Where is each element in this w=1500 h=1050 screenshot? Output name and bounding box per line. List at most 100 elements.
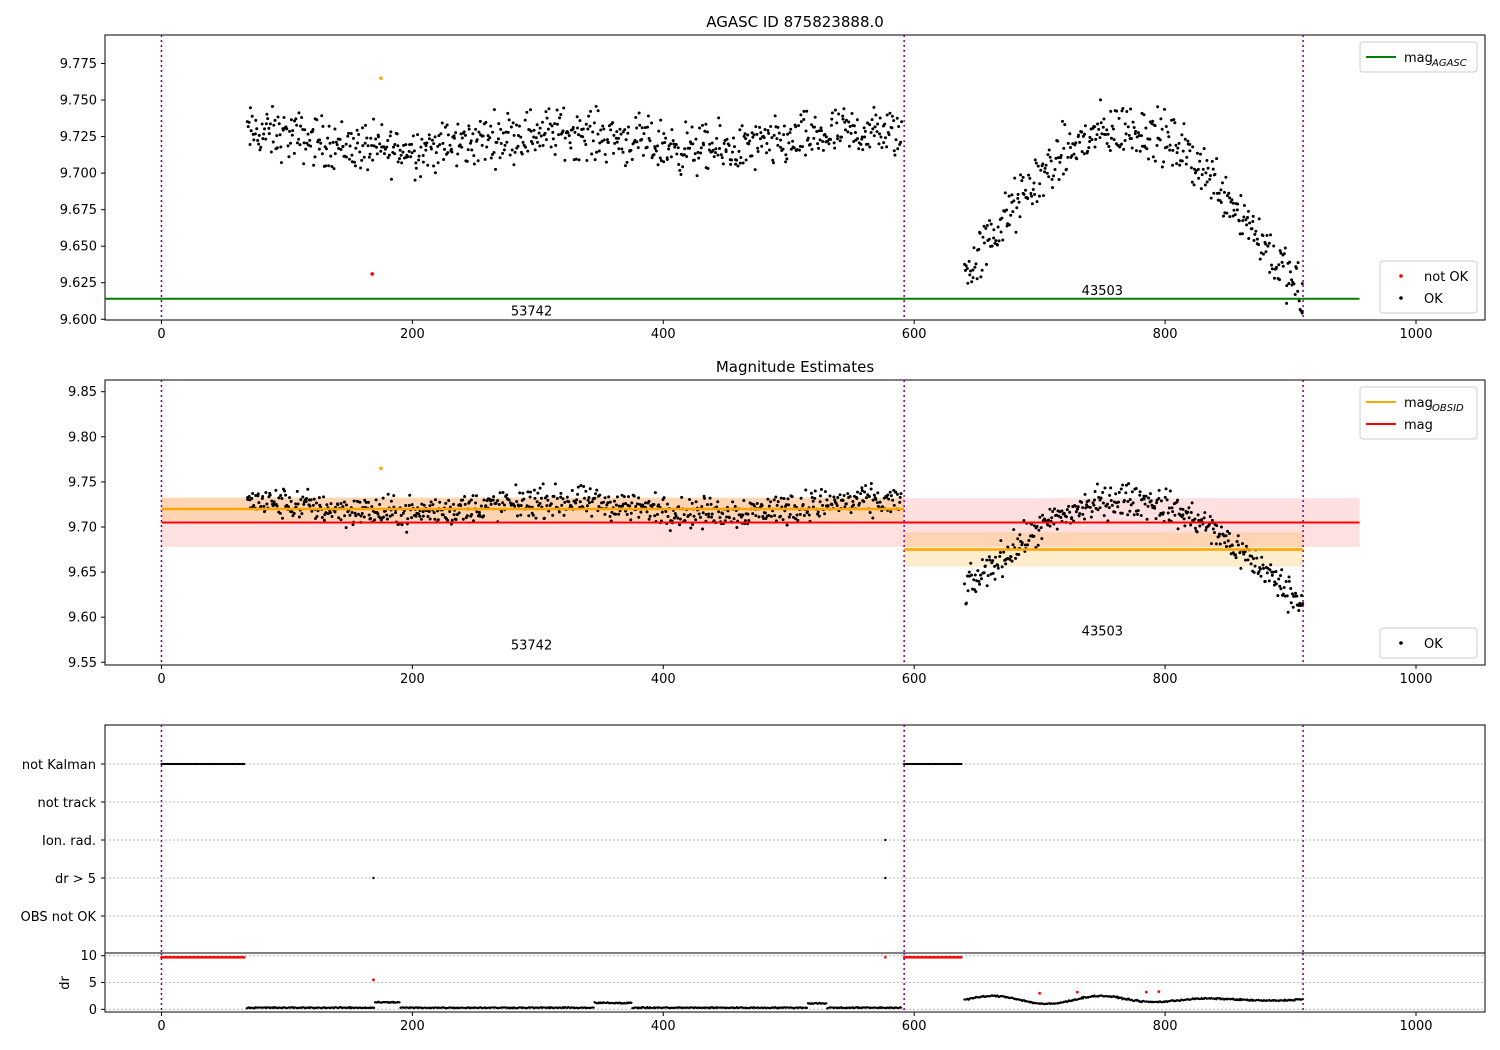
ok-point bbox=[717, 116, 721, 120]
ok-point bbox=[304, 500, 308, 504]
ok-point bbox=[1040, 537, 1044, 541]
ok-point bbox=[788, 131, 792, 135]
ok-point bbox=[265, 112, 269, 116]
ok-point bbox=[747, 142, 751, 146]
ok-point bbox=[324, 147, 328, 151]
ok-point bbox=[984, 262, 988, 266]
ok-point bbox=[830, 111, 834, 115]
ok-point bbox=[1238, 232, 1242, 236]
ok-point bbox=[1101, 501, 1105, 505]
ok-point bbox=[772, 498, 776, 502]
ok-point bbox=[365, 136, 369, 140]
ok-point bbox=[871, 516, 875, 520]
ok-point bbox=[410, 503, 414, 507]
ok-point bbox=[1172, 118, 1176, 122]
ok-point bbox=[1091, 501, 1095, 505]
ok-point bbox=[254, 118, 258, 122]
ok-point bbox=[546, 498, 550, 502]
ok-point bbox=[446, 151, 450, 155]
flag-point bbox=[919, 762, 922, 766]
ok-point bbox=[883, 122, 887, 126]
ok-point bbox=[605, 138, 609, 142]
flag-point bbox=[913, 762, 916, 766]
ok-point bbox=[1244, 218, 1248, 222]
ok-point bbox=[1098, 136, 1102, 140]
ok-point bbox=[703, 129, 707, 133]
ok-point bbox=[290, 133, 294, 137]
ok-point bbox=[1129, 107, 1133, 111]
ok-point bbox=[862, 500, 866, 504]
ok-point bbox=[1265, 233, 1269, 237]
y-tick-label: 9.650 bbox=[60, 240, 97, 255]
ok-point bbox=[833, 146, 837, 150]
ok-point bbox=[846, 492, 850, 496]
ok-point bbox=[989, 222, 993, 226]
ok-point bbox=[1215, 524, 1219, 528]
ok-point bbox=[1285, 284, 1289, 288]
dr-point bbox=[592, 1006, 595, 1009]
ok-point bbox=[1156, 105, 1160, 109]
ok-point bbox=[562, 106, 566, 110]
ok-point bbox=[832, 495, 836, 499]
ok-point bbox=[807, 513, 811, 517]
ok-point bbox=[1281, 264, 1285, 268]
ok-point bbox=[1219, 525, 1223, 529]
ok-point bbox=[762, 517, 766, 521]
ok-point bbox=[863, 129, 867, 133]
ok-point bbox=[706, 167, 710, 171]
ok-point bbox=[992, 236, 996, 240]
dr-point bbox=[805, 1006, 809, 1010]
ok-point bbox=[727, 143, 731, 147]
ok-point bbox=[669, 142, 673, 146]
ok-point bbox=[795, 513, 799, 517]
flag-point bbox=[226, 762, 229, 766]
ok-point bbox=[573, 130, 577, 134]
ok-point bbox=[348, 513, 352, 517]
ok-point bbox=[300, 512, 304, 516]
ok-point bbox=[634, 505, 638, 509]
ok-point bbox=[638, 123, 642, 127]
ok-point bbox=[868, 145, 872, 149]
flag-point bbox=[949, 762, 952, 766]
ok-point bbox=[414, 514, 418, 518]
ok-point bbox=[459, 503, 463, 507]
ok-point bbox=[1006, 556, 1010, 560]
ok-point bbox=[467, 127, 471, 131]
ok-point bbox=[1215, 157, 1219, 161]
ok-point bbox=[376, 135, 380, 139]
ok-point bbox=[1235, 539, 1239, 543]
ok-point bbox=[264, 122, 268, 126]
ok-point bbox=[644, 501, 648, 505]
ok-point bbox=[848, 494, 852, 498]
ok-point bbox=[1047, 148, 1051, 152]
ok-point bbox=[636, 146, 640, 150]
ok-point bbox=[688, 513, 692, 517]
ok-point bbox=[823, 133, 827, 137]
ok-point bbox=[1257, 243, 1261, 247]
ok-point bbox=[635, 502, 639, 506]
ok-point bbox=[262, 132, 266, 136]
ok-point bbox=[1080, 500, 1084, 504]
flag-point bbox=[884, 838, 887, 842]
ok-point bbox=[799, 113, 803, 117]
ok-point bbox=[1291, 605, 1295, 609]
ok-point bbox=[648, 514, 652, 518]
ok-point bbox=[454, 131, 458, 135]
ok-point bbox=[876, 491, 880, 495]
ok-point bbox=[529, 490, 533, 494]
ok-point bbox=[805, 109, 809, 113]
ok-point bbox=[463, 502, 467, 506]
ok-point bbox=[978, 231, 982, 235]
ok-point bbox=[1059, 153, 1063, 157]
ok-point bbox=[970, 573, 974, 577]
ok-point bbox=[715, 505, 719, 509]
ok-point bbox=[250, 496, 254, 500]
ok-point bbox=[291, 514, 295, 518]
ok-point bbox=[899, 492, 903, 496]
ok-point bbox=[776, 500, 780, 504]
ok-point bbox=[286, 144, 290, 148]
ok-point bbox=[898, 495, 902, 499]
ok-point bbox=[782, 497, 786, 501]
ok-point bbox=[1260, 555, 1264, 559]
ok-point bbox=[1082, 517, 1086, 521]
